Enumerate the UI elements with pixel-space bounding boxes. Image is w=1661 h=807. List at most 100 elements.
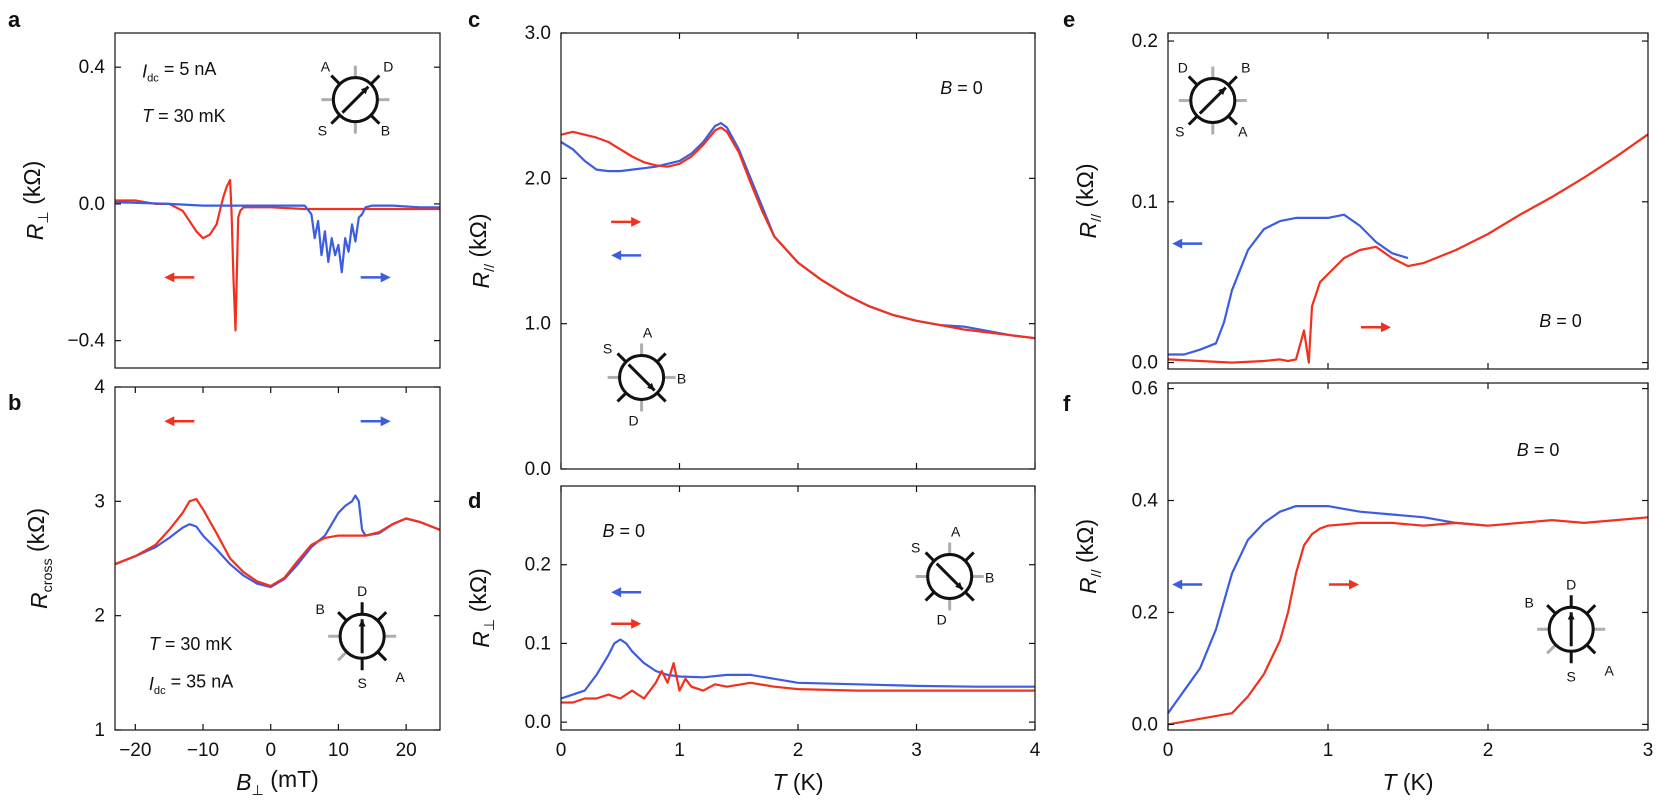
x-tick-label: 1: [674, 740, 685, 761]
panel-c: c 0.0 1.0 2.0 3.0 R// (kΩ) B = 0 S A B D: [465, 7, 1036, 480]
panel-d: d 0.0 0.1 0.2 0 1 2 3 4 R⊥ (kΩ) T (K) B = 0 S A B D: [465, 485, 1041, 795]
y-tick-label: 0.2: [1132, 602, 1158, 623]
series-blue-a: [114, 201, 440, 274]
annotation-a: Idc = 5 nA: [142, 59, 216, 84]
x-tick-label: 10: [328, 740, 349, 761]
x-tick-label: −20: [119, 740, 151, 761]
x-tick-label: 0: [1163, 740, 1174, 761]
panel-a: a −0.4 0.0 0.4 R⊥ (kΩ) Idc = 5 nA T = 30 mK A D S…: [8, 7, 441, 369]
y-tick-label: 0.2: [525, 555, 551, 576]
panel-letter-b: b: [8, 390, 21, 415]
dial-lead: [1546, 604, 1556, 615]
x-tick-label: 3: [1643, 740, 1654, 761]
plot-frame-c: [560, 32, 1036, 470]
annotation-a: T = 30 mK: [142, 106, 226, 126]
y-tick-label: 1: [94, 720, 105, 741]
dial-lead: [1546, 644, 1556, 655]
contact-dial-c: S A B D: [603, 324, 686, 428]
dial-label-D: D: [1566, 576, 1576, 592]
y-tick-label: 0.0: [525, 459, 551, 480]
sweep-arrow-red-e: [1361, 322, 1391, 333]
contact-dial-a: A D S B: [318, 59, 394, 139]
dial-label-D: D: [383, 59, 393, 75]
panel-e: e 0.0 0.1 0.2 R// (kΩ) B = 0 D B S A: [1063, 7, 1649, 374]
dial-label-A: A: [321, 59, 331, 75]
y-tick-label: 0.0: [1132, 353, 1158, 374]
dial-label-B: B: [315, 601, 324, 617]
plot-frame-b: [114, 386, 441, 731]
sweep-arrow-red-d: [611, 618, 642, 629]
series-red-c: [560, 126, 1036, 340]
sweep-arrow-blue-e: [1172, 238, 1203, 249]
dial-arrow-head: [1218, 87, 1226, 96]
dial-label-B: B: [1525, 594, 1534, 610]
sweep-arrow-red-f: [1329, 579, 1359, 590]
dial-label-D: D: [629, 412, 639, 428]
dial-label-B: B: [1241, 60, 1250, 76]
dial-label-A: A: [1605, 662, 1615, 678]
y-tick-label: 2.0: [525, 168, 551, 189]
x-axis-label-f: T (K): [1382, 769, 1433, 795]
contact-dial-f: D B S A: [1525, 576, 1615, 684]
x-tick-label: 0: [265, 740, 276, 761]
dial-lead: [377, 611, 388, 622]
dial-lead: [616, 392, 627, 403]
plot-frame-f: [1167, 382, 1649, 731]
dial-lead: [330, 74, 341, 85]
y-tick-label: 3.0: [525, 23, 551, 44]
y-tick-label: −0.4: [67, 331, 105, 352]
y-tick-label: 0.1: [1132, 192, 1158, 213]
dial-lead: [330, 114, 341, 125]
dial-arrow-head: [1567, 612, 1575, 620]
dial-label-S: S: [603, 340, 612, 356]
dial-lead: [370, 114, 381, 125]
y-axis-label-a: R⊥ (kΩ): [19, 161, 52, 240]
dial-label-S: S: [1175, 124, 1184, 140]
annotation-b: T = 30 mK: [149, 634, 233, 654]
y-tick-label: 0.0: [525, 712, 551, 733]
dial-arrow-head: [360, 86, 369, 95]
contact-dial-d: S A B D: [911, 524, 994, 628]
dial-lead: [924, 551, 935, 562]
dial-label-S: S: [357, 675, 366, 691]
panel-letter-c: c: [468, 7, 480, 32]
dial-lead: [377, 651, 388, 662]
y-tick-label: 4: [94, 377, 105, 398]
dial-arrow-head: [358, 619, 366, 627]
dial-lead: [1187, 115, 1198, 126]
y-tick-label: 0.1: [525, 633, 551, 654]
annotation-f: B = 0: [1517, 440, 1560, 460]
y-tick-label: 1.0: [525, 314, 551, 335]
y-tick-label: 0.0: [1132, 714, 1158, 735]
dial-lead: [1586, 604, 1597, 615]
panel-letter-d: d: [468, 488, 481, 513]
x-tick-label: 3: [911, 740, 922, 761]
panel-letter-e: e: [1063, 7, 1075, 32]
dial-lead: [656, 392, 667, 403]
dial-lead: [337, 651, 347, 662]
dial-label-S: S: [1567, 668, 1576, 684]
series-blue-e: [1168, 213, 1409, 356]
dial-label-B: B: [677, 370, 686, 386]
sweep-arrow-blue-c: [611, 250, 642, 261]
series-red-d: [561, 661, 1035, 704]
dial-label-D: D: [937, 612, 947, 628]
contact-dial-b: D B S A: [315, 583, 405, 691]
dial-label-B: B: [381, 123, 390, 139]
dial-label-S: S: [318, 123, 327, 139]
series-red-b: [114, 497, 441, 588]
series-blue-f: [1167, 505, 1489, 714]
dial-label-A: A: [951, 524, 961, 540]
y-axis-label-c: R// (kΩ): [465, 214, 498, 289]
dial-label-A: A: [395, 669, 405, 685]
x-tick-label: 20: [396, 740, 417, 761]
y-tick-label: 0.6: [1132, 379, 1158, 400]
series-red-a: [115, 178, 440, 332]
dial-lead: [616, 352, 627, 363]
panel-letter-a: a: [8, 7, 21, 32]
y-axis-label-d: R⊥ (kΩ): [465, 568, 498, 647]
y-tick-label: 0.0: [79, 194, 105, 215]
dial-lead: [370, 74, 381, 85]
annotation-b: Idc = 35 nA: [149, 672, 233, 697]
